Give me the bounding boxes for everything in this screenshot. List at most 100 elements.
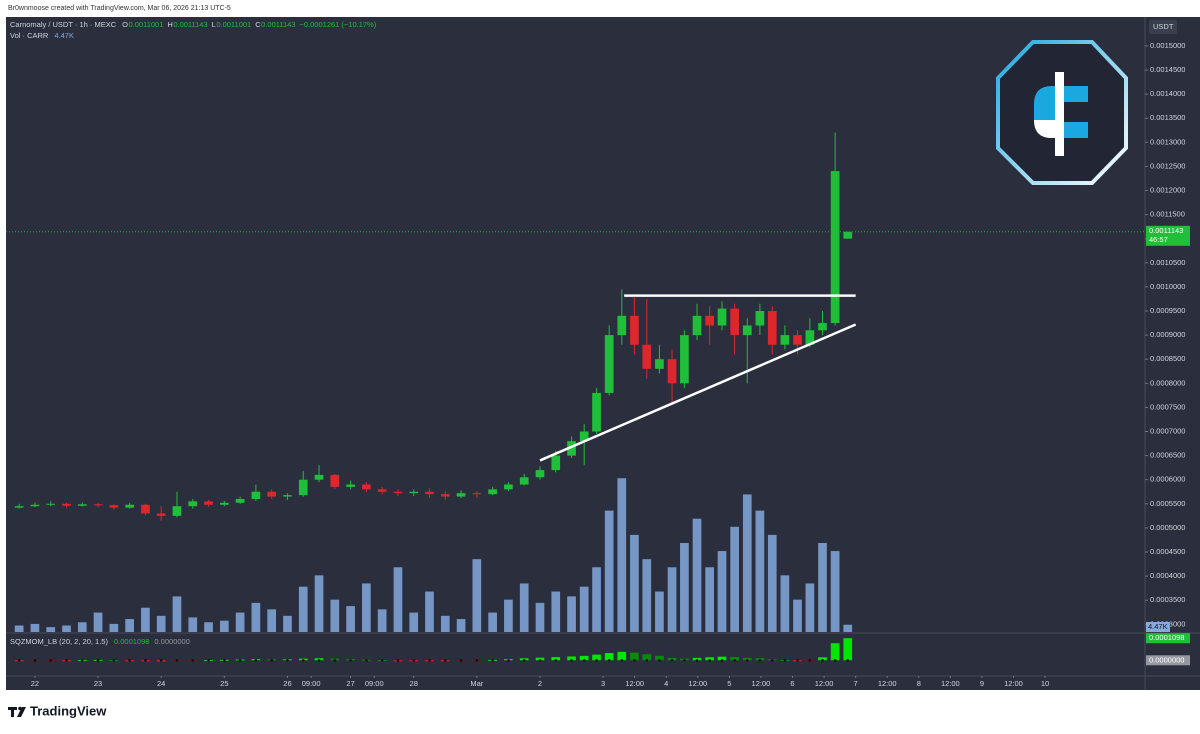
volume-last-axis: 4.47K [1148, 622, 1168, 631]
x-tick-label: 5 [727, 679, 731, 688]
volume-bar [346, 606, 355, 632]
candle-body [551, 455, 561, 471]
squeeze-dot [821, 658, 824, 662]
momentum-bar [535, 657, 545, 661]
candle-body [156, 513, 166, 516]
volume-bar [655, 591, 664, 632]
candle-body [393, 491, 403, 494]
squeeze-dot [582, 658, 586, 662]
x-tick-label: 12:00 [941, 679, 960, 688]
candle-body [830, 171, 840, 324]
y-tick-label: 0.0005000 [1150, 523, 1185, 532]
momentum-bar [630, 652, 639, 661]
x-tick-label: 7 [854, 679, 858, 688]
currency-box [1149, 20, 1177, 34]
volume-bar [567, 596, 576, 632]
candle-body [742, 325, 752, 336]
x-tick-label: 10 [1041, 679, 1049, 688]
volume-bar [805, 583, 815, 632]
y-tick-label: 0.0008500 [1150, 354, 1185, 363]
volume-bar [617, 478, 627, 632]
candle-body [46, 503, 56, 505]
x-tick-label: 25 [220, 679, 228, 688]
candle-body [77, 504, 87, 506]
squeeze-dot [475, 658, 479, 662]
volume-bar [667, 567, 677, 632]
squeeze-dot [507, 658, 510, 662]
volume-bar [642, 559, 652, 632]
squeeze-dot [191, 658, 195, 662]
y-tick-label: 0.0007000 [1150, 426, 1185, 435]
squeeze-dot [112, 658, 116, 662]
last-price-label: 0.0011143 [1149, 226, 1183, 235]
candle-body [409, 491, 419, 494]
momentum-bar [655, 655, 664, 661]
squeeze-dot [207, 658, 210, 662]
x-tick-label: 9 [980, 679, 984, 688]
volume-bar [93, 612, 103, 632]
watermark-logo [996, 40, 1128, 185]
y-tick-label: 0.0006500 [1150, 451, 1185, 460]
x-tick-label: 27 [346, 679, 354, 688]
squeeze-dot [270, 658, 273, 662]
ohlc-value: 0.0011143 [173, 20, 207, 29]
momentum-bar [567, 656, 576, 661]
momentum-bar [717, 656, 727, 661]
squeeze-dot [396, 658, 400, 662]
volume-last: 4.47K [54, 31, 74, 40]
candle-body [805, 330, 815, 345]
squeeze-dot [238, 658, 242, 662]
squeeze-dot [301, 658, 305, 662]
squeeze-dot [758, 658, 762, 662]
volume-legend: Vol · CARR [10, 31, 49, 40]
squeeze-dot [708, 658, 711, 662]
volume-bar [767, 534, 777, 632]
momentum-bar [592, 654, 601, 661]
squeeze-dot [333, 658, 337, 662]
candle-body [283, 495, 292, 497]
momentum-value: 0.0000000 [154, 637, 189, 646]
candle-body [314, 474, 324, 480]
y-tick-label: 0.0010000 [1150, 282, 1185, 291]
y-tick-label: 0.0014500 [1150, 65, 1185, 74]
volume-last-box [1146, 622, 1170, 632]
volume-bar [551, 591, 561, 632]
squeeze-dot [770, 658, 774, 662]
volume-bar [519, 583, 529, 632]
momentum-bar [843, 638, 853, 661]
candle-body [330, 474, 340, 487]
ohlc-value: 0.0011001 [216, 20, 251, 29]
squeeze-dot [80, 658, 84, 662]
volume-bar [409, 612, 419, 632]
squeeze-dot [554, 658, 558, 662]
y-tick-label: 0.0015000 [1150, 41, 1185, 50]
candle-body [62, 503, 71, 506]
candle-body [267, 491, 277, 497]
candle-body [456, 493, 466, 497]
x-tick-label: 12:00 [752, 679, 771, 688]
y-tick-label: 0.0013000 [1150, 137, 1185, 146]
volume-bar [267, 609, 277, 632]
y-tick-label: 0.0003500 [1150, 595, 1185, 604]
x-tick-label: 28 [410, 679, 418, 688]
volume-bar [440, 615, 450, 632]
squeeze-dot [833, 658, 837, 662]
candle-body [843, 231, 853, 239]
squeeze-dot [380, 658, 384, 662]
ohlc-value: 0.0011143 [261, 20, 295, 29]
squeeze-dot [796, 658, 799, 662]
y-tick-label: 0.0009500 [1150, 306, 1185, 315]
volume-bar [14, 625, 24, 632]
candle-body [579, 431, 589, 442]
x-tick-label: 23 [94, 679, 102, 688]
candle-body [30, 504, 40, 507]
volume-bar [830, 551, 840, 632]
candle-body [141, 504, 150, 514]
volume-bar [818, 542, 827, 632]
candle-body [717, 308, 727, 326]
volume-bar [692, 518, 702, 632]
volume-bar [680, 542, 689, 632]
x-tick-label: 6 [790, 679, 794, 688]
volume-bar [742, 494, 752, 632]
